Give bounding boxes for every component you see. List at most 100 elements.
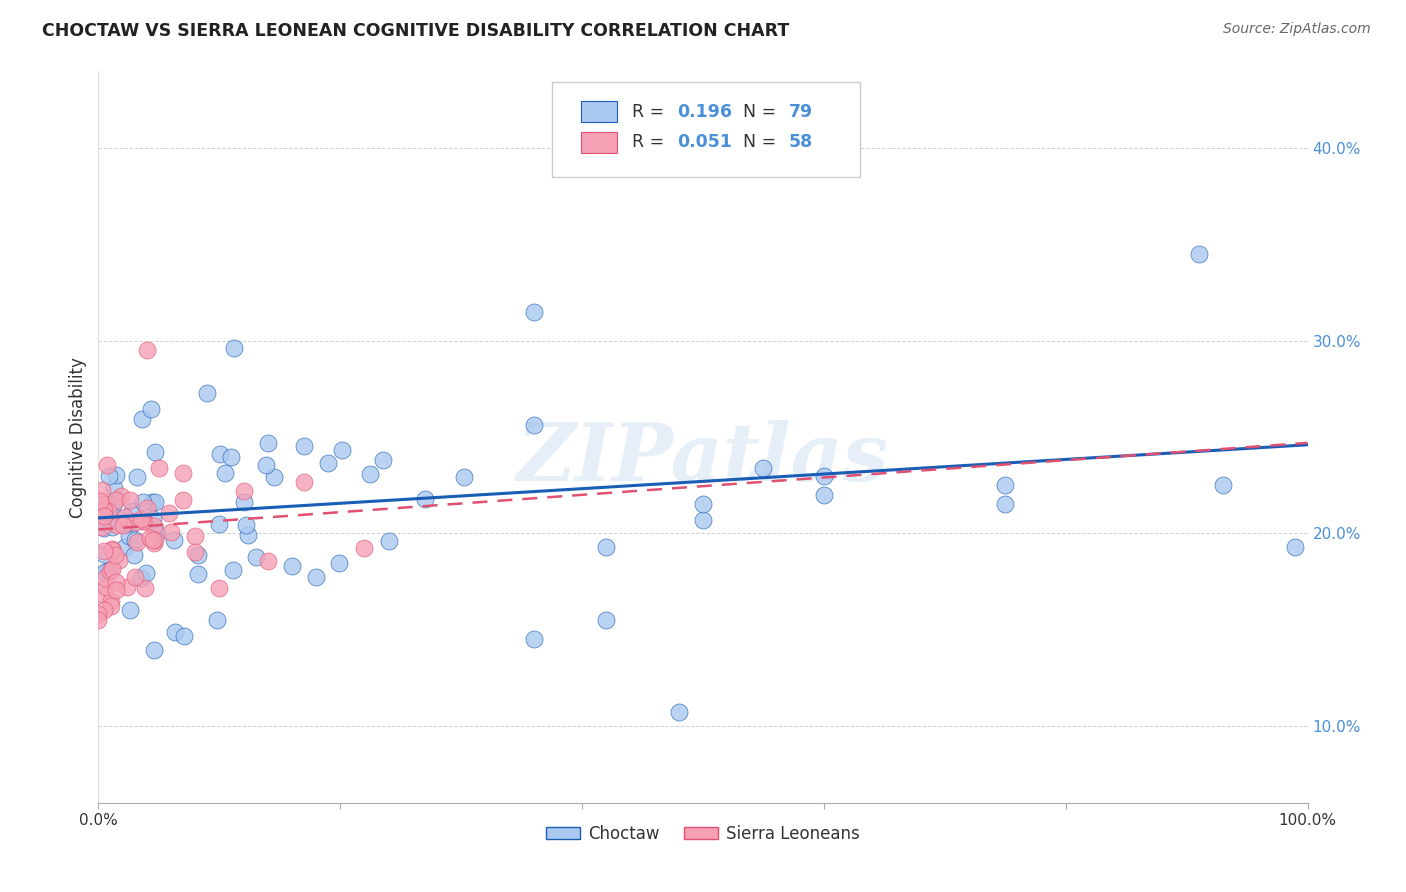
Point bbox=[93, 588, 115, 602]
Y-axis label: Cognitive Disability: Cognitive Disability bbox=[69, 357, 87, 517]
Point bbox=[101, 498, 124, 512]
Point bbox=[184, 545, 207, 559]
Point bbox=[100, 562, 122, 576]
Point bbox=[994, 498, 1017, 512]
Point bbox=[125, 469, 148, 483]
Point bbox=[94, 580, 117, 594]
Point bbox=[143, 536, 166, 550]
Point bbox=[101, 520, 124, 534]
Text: R =: R = bbox=[631, 133, 669, 152]
Point bbox=[254, 458, 277, 473]
Point bbox=[163, 533, 186, 547]
Legend: Choctaw, Sierra Leoneans: Choctaw, Sierra Leoneans bbox=[540, 818, 866, 849]
Point bbox=[96, 458, 118, 472]
FancyBboxPatch shape bbox=[551, 82, 860, 178]
Point bbox=[214, 466, 236, 480]
Point bbox=[142, 512, 165, 526]
Point bbox=[148, 461, 170, 475]
Point bbox=[101, 541, 124, 556]
Point bbox=[1188, 247, 1211, 261]
Point bbox=[143, 519, 166, 533]
Point bbox=[105, 492, 128, 507]
Text: N =: N = bbox=[742, 133, 782, 152]
Point bbox=[316, 456, 339, 470]
Point bbox=[595, 613, 617, 627]
Point bbox=[94, 565, 117, 579]
Point bbox=[281, 559, 304, 574]
Point bbox=[87, 607, 110, 622]
Point bbox=[263, 469, 285, 483]
Point bbox=[292, 439, 315, 453]
Point bbox=[141, 401, 163, 416]
Point bbox=[245, 550, 267, 565]
Point bbox=[124, 570, 146, 584]
Point bbox=[118, 529, 141, 543]
Point bbox=[232, 494, 254, 508]
Point bbox=[93, 502, 115, 516]
Text: 58: 58 bbox=[789, 133, 813, 152]
Point bbox=[1284, 540, 1306, 554]
Point bbox=[98, 564, 121, 578]
Point bbox=[157, 506, 180, 520]
Point bbox=[87, 613, 110, 627]
Point bbox=[692, 498, 714, 512]
Point bbox=[107, 553, 129, 567]
Point bbox=[105, 518, 128, 533]
Point bbox=[135, 500, 157, 515]
Point bbox=[129, 512, 152, 526]
Point bbox=[105, 582, 128, 597]
Point bbox=[172, 492, 194, 507]
Point bbox=[453, 470, 475, 484]
Text: N =: N = bbox=[742, 103, 782, 120]
Point bbox=[100, 593, 122, 607]
Point bbox=[145, 445, 167, 459]
Point bbox=[110, 489, 132, 503]
Point bbox=[139, 531, 162, 545]
Point bbox=[105, 510, 128, 524]
Point bbox=[131, 411, 153, 425]
Point bbox=[117, 516, 139, 530]
Point bbox=[129, 571, 152, 585]
Point bbox=[105, 574, 128, 589]
Point bbox=[115, 580, 138, 594]
Point bbox=[330, 443, 353, 458]
Point bbox=[160, 525, 183, 540]
Point bbox=[184, 529, 207, 543]
Point bbox=[523, 417, 546, 432]
Point bbox=[292, 475, 315, 489]
Point bbox=[595, 540, 617, 554]
Point bbox=[142, 643, 165, 657]
Point bbox=[668, 706, 690, 720]
Point bbox=[413, 491, 436, 506]
Point bbox=[752, 460, 775, 475]
Point bbox=[305, 570, 328, 584]
Point bbox=[172, 466, 194, 480]
FancyBboxPatch shape bbox=[581, 102, 617, 122]
Point bbox=[111, 517, 134, 532]
Text: Source: ZipAtlas.com: Source: ZipAtlas.com bbox=[1223, 22, 1371, 37]
Point bbox=[994, 478, 1017, 492]
Point bbox=[131, 495, 153, 509]
Point bbox=[238, 528, 260, 542]
Point bbox=[142, 533, 165, 547]
Point bbox=[205, 613, 228, 627]
Point bbox=[124, 533, 146, 548]
Point bbox=[353, 541, 375, 555]
Point bbox=[143, 533, 166, 548]
Point bbox=[208, 447, 231, 461]
Point bbox=[100, 543, 122, 558]
Point bbox=[163, 624, 186, 639]
Point bbox=[692, 513, 714, 527]
Point bbox=[256, 553, 278, 567]
Point bbox=[135, 343, 157, 358]
Text: R =: R = bbox=[631, 103, 669, 120]
Point bbox=[103, 481, 125, 495]
Point bbox=[328, 556, 350, 570]
Point bbox=[94, 516, 117, 531]
Text: 0.051: 0.051 bbox=[678, 133, 733, 152]
Point bbox=[120, 493, 142, 508]
Point bbox=[93, 497, 115, 511]
Point bbox=[91, 520, 114, 534]
Point bbox=[93, 521, 115, 535]
Point bbox=[114, 540, 136, 554]
